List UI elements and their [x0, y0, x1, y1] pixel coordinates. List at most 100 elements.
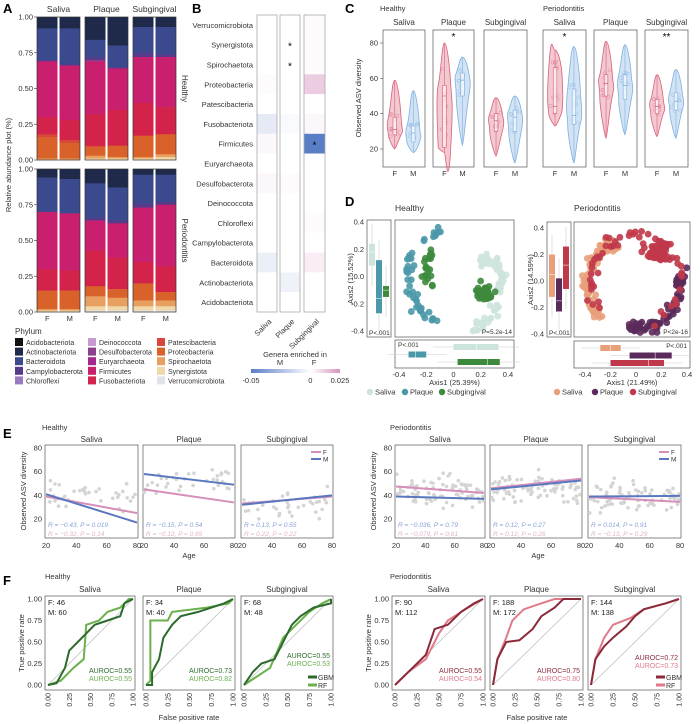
bar-segment-campylobacterota: [133, 203, 154, 208]
y-tick-label: -0.4: [531, 330, 544, 339]
axis2-box-plaque: [376, 260, 382, 314]
data-point: [608, 68, 612, 73]
data-point: [595, 499, 600, 504]
data-point: [502, 488, 507, 492]
data-point: [53, 499, 57, 503]
data-point: [493, 480, 497, 484]
bar-segment-campylobacterota: [85, 57, 106, 61]
data-point: [260, 503, 265, 507]
significance-star: *: [452, 32, 456, 43]
x-tick-label: 80: [230, 541, 238, 550]
bar-segment-proteobacteria: [107, 145, 128, 158]
data-point: [48, 478, 53, 483]
data-point: [422, 479, 426, 484]
point-saliva: [492, 304, 500, 312]
y-tick-label: 0.50: [18, 236, 33, 245]
y-tick-label: 0.75: [374, 616, 389, 625]
bar-segment-spirochaetota: [107, 157, 128, 159]
facet-frame: [432, 29, 475, 168]
p-value-side: P<.001: [549, 330, 570, 337]
point-plaque: [410, 262, 418, 269]
bar-segment-spirochaetota: [59, 158, 80, 161]
color-scale-tick: 0.025: [331, 376, 350, 385]
legend-swatch-firmicutes: [88, 366, 96, 375]
heatmap-cell: [280, 272, 300, 293]
data-point: [257, 517, 261, 521]
x-axis-label: False positive rate: [507, 713, 568, 722]
heatmap-cell: [304, 252, 325, 273]
data-point: [424, 497, 429, 502]
group-title-healthy: Healthy: [42, 423, 68, 432]
heatmap-cell: [257, 173, 277, 194]
bar-segment-spirochaetota: [59, 309, 80, 311]
point-subgingival: [426, 252, 434, 259]
y-tick-label: 0.25: [18, 272, 33, 281]
point-plaque: [648, 328, 656, 336]
legend-swatch-campylobacterota: [15, 366, 23, 375]
x-tick-label: 40: [517, 541, 525, 550]
data-point: [48, 500, 52, 504]
bar-segment-firmicutes: [155, 204, 176, 267]
x-tick-label: M: [673, 169, 679, 178]
legend-label: Plaque: [600, 388, 623, 397]
column-frame: [303, 14, 326, 313]
heatmap-cell: [304, 232, 325, 253]
data-point: [457, 69, 462, 73]
x-tick-label: 0.75: [557, 693, 564, 707]
stat-text-f: R = −0.079, P = 0.61: [398, 531, 458, 538]
data-point: [553, 489, 557, 494]
data-point: [450, 503, 455, 508]
data-point: [317, 516, 322, 521]
x-tick-label: 40: [421, 541, 429, 550]
fit-line-M: [45, 493, 138, 524]
data-point: [598, 487, 603, 492]
point-subgingival: [418, 273, 426, 281]
heatmap-cell: [304, 272, 325, 293]
data-point: [554, 486, 559, 490]
data-point: [469, 494, 474, 498]
data-point: [121, 489, 125, 494]
point-subgingival: [651, 322, 659, 330]
legend-label: Fusobacteriota: [99, 378, 145, 385]
data-point: [606, 502, 610, 507]
group-title-periodontitis: Periodontitis: [390, 572, 432, 581]
bar-segment-synergistota: [133, 158, 154, 161]
data-point: [415, 493, 420, 497]
heatmap-cell: [257, 232, 277, 253]
x-axis-label: Age: [182, 551, 195, 560]
point-plaque: [629, 318, 637, 326]
data-point: [72, 489, 76, 494]
legend-swatch-fusobacteriota: [88, 376, 96, 385]
significance-star: *: [288, 62, 292, 73]
point-subgingival: [427, 272, 435, 280]
row-label: Desulfobacterota: [196, 179, 254, 188]
y-tick-label: 80: [370, 39, 378, 48]
row-label: Fusobacteriota: [203, 120, 253, 129]
data-point: [460, 482, 464, 487]
data-point: [503, 478, 508, 483]
facet-label: Plaque: [524, 435, 549, 444]
panel-label-d: D: [345, 194, 354, 209]
point-subgingival: [674, 260, 682, 267]
data-point: [604, 490, 609, 494]
x-tick-label: 80: [577, 541, 585, 550]
bar-segment-bacteroidota: [37, 177, 58, 213]
y-tick-label: 20: [384, 515, 392, 524]
point-subgingival: [584, 297, 591, 304]
point-saliva: [590, 313, 598, 321]
point-plaque: [405, 254, 413, 262]
bar-segment-spirochaetota: [85, 155, 106, 159]
point-saliva: [484, 318, 492, 326]
data-point: [497, 480, 502, 484]
heatmap-cell: [304, 74, 325, 95]
stat-text-m: R = −0.036, P = 0.79: [398, 522, 458, 529]
fit-line-M: [490, 479, 582, 491]
x-tick-label: F: [553, 169, 558, 178]
y-tick-label: 40: [34, 491, 42, 500]
data-point: [626, 506, 630, 510]
point-subgingival: [638, 228, 645, 235]
bar-segment-actinobacteriota: [107, 17, 128, 46]
data-point: [609, 501, 614, 506]
bar-segment-synergistota: [107, 306, 128, 311]
bar-segment-campylobacterota: [155, 201, 176, 206]
